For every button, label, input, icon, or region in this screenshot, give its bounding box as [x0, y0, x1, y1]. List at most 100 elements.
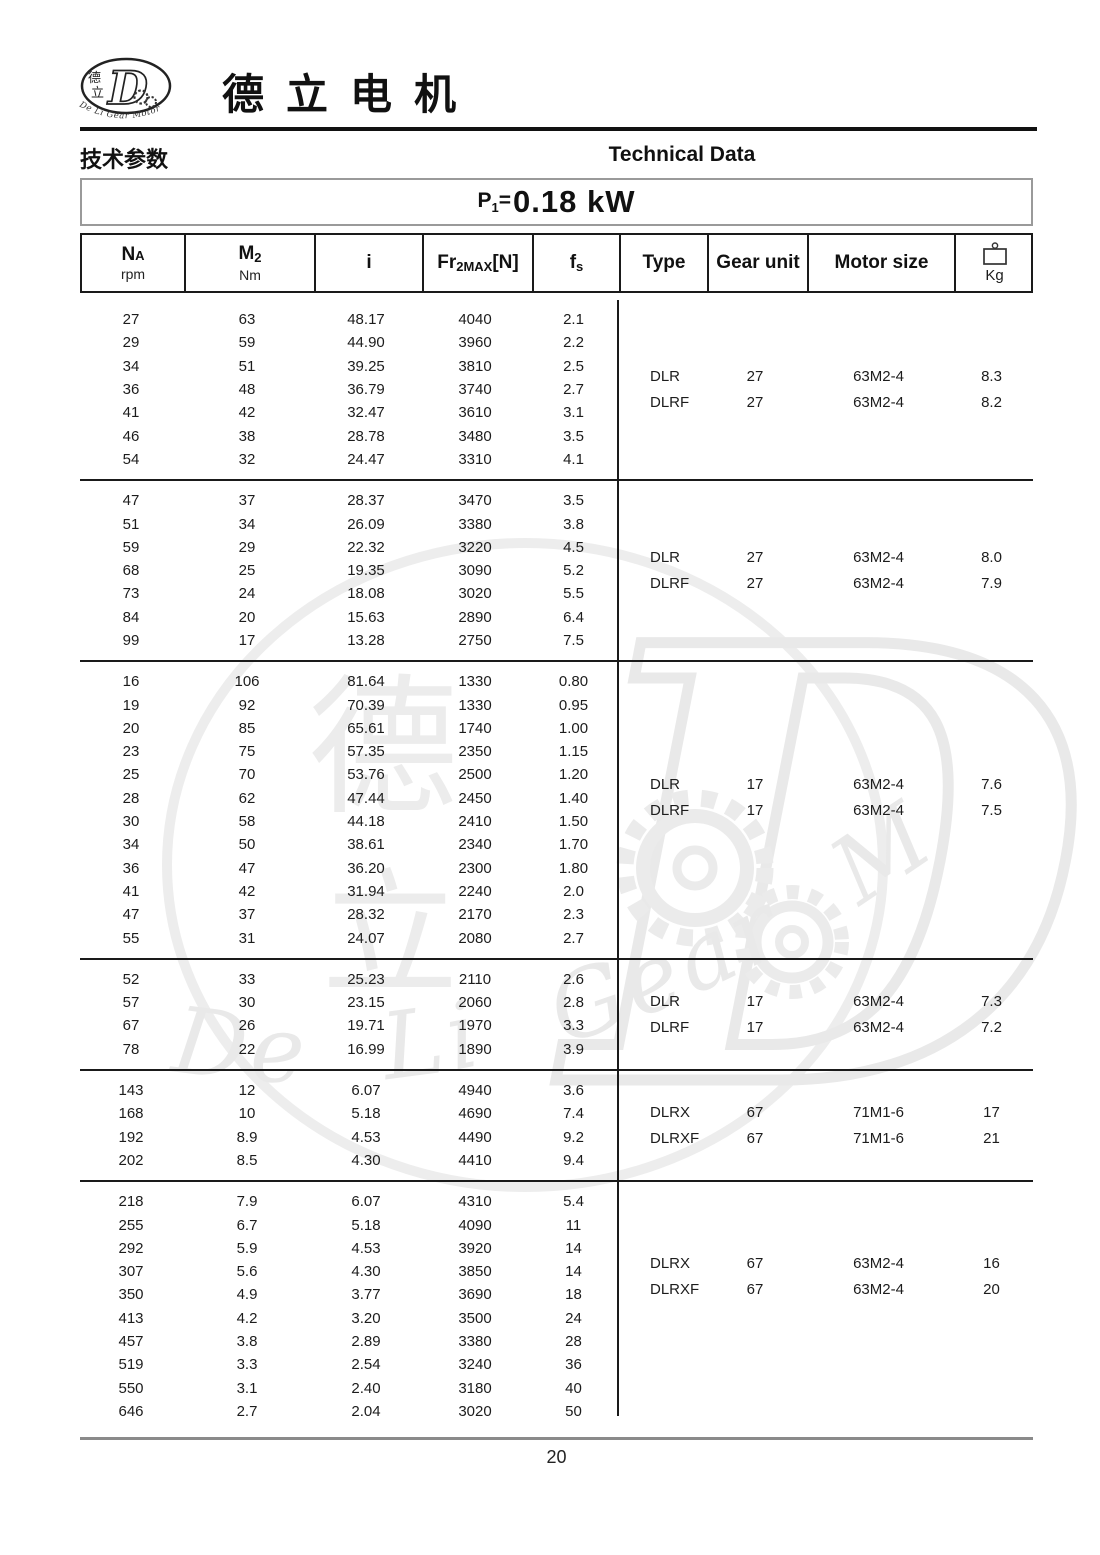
data-cell: 18.08 [347, 585, 385, 603]
data-cell: 25.23 [347, 970, 385, 988]
variant-motor: 63M2-4 [853, 394, 904, 412]
data-cell: 2080 [458, 929, 492, 947]
data-cell: 92 [238, 696, 256, 714]
power-rating-banner: P1= 0.18 kW [80, 178, 1033, 226]
variant-info: DLR 27 63M2-4 8.3 DLRF 27 63M2-4 8.2 [619, 364, 1033, 416]
data-cell: 31 [238, 929, 256, 947]
data-cell: 5.4 [563, 1193, 584, 1211]
data-cell: 2.1 [563, 311, 584, 329]
weight-unit-label: Kg [985, 266, 1004, 284]
data-cell: 2890 [458, 608, 492, 626]
data-cell: 3610 [458, 404, 492, 422]
data-cell: 3960 [458, 334, 492, 352]
data-cell: 1740 [458, 719, 492, 737]
data-cell: 1330 [458, 696, 492, 714]
data-row: 41 42 31.94 2240 2.0 [80, 880, 617, 903]
data-cell: 3180 [458, 1379, 492, 1397]
data-cell: 3850 [458, 1263, 492, 1281]
data-cell: 32 [238, 450, 256, 468]
data-cell: 3020 [458, 585, 492, 603]
data-cell: 28.32 [347, 906, 385, 924]
variant-motor: 63M2-4 [853, 802, 904, 820]
data-cell: 73 [122, 585, 140, 603]
data-cell: 2340 [458, 836, 492, 854]
variant-kg: 7.2 [981, 1018, 1002, 1036]
group-data-rows: 218 7.9 6.07 4310 5.4 255 6.7 5.18 4090 11 292 5.9 4… [80, 1190, 617, 1423]
data-cell: 10 [238, 1105, 256, 1123]
data-cell: 192 [118, 1128, 144, 1146]
variant-line: DLRF 17 63M2-4 7.5 [619, 798, 1033, 824]
logo-letter-d: D [106, 61, 148, 115]
variant-type: DLRXF [650, 1130, 700, 1147]
data-cell: 9.4 [563, 1151, 584, 1169]
data-row: 457 3.8 2.89 3380 28 [80, 1330, 617, 1353]
data-cell: 4.30 [351, 1151, 381, 1169]
data-cell: 37 [238, 492, 256, 510]
data-cell: 12 [238, 1082, 256, 1100]
data-cell: 202 [118, 1151, 144, 1169]
data-cell: 48 [238, 381, 256, 399]
group-data-rows: 16 106 81.64 1330 0.80 19 92 70.39 1330 0.95 20 85 6… [80, 670, 617, 950]
data-cell: 7.9 [236, 1193, 258, 1211]
data-cell: 3.3 [236, 1356, 258, 1374]
data-cell: 8.9 [236, 1128, 258, 1146]
data-cell: 2.2 [563, 334, 584, 352]
data-cell: 5.18 [351, 1216, 381, 1234]
data-cell: 5.6 [236, 1263, 258, 1281]
variant-gear: 67 [746, 1130, 764, 1147]
data-cell: 5.9 [236, 1239, 258, 1257]
data-row: 307 5.6 4.30 3850 14 [80, 1260, 617, 1283]
data-cell: 14 [565, 1239, 582, 1257]
data-cell: 7.5 [563, 632, 584, 649]
variant-motor: 63M2-4 [853, 549, 904, 567]
data-cell: 25 [122, 766, 140, 784]
data-cell: 85 [238, 719, 256, 737]
data-cell: 2.54 [351, 1356, 381, 1374]
data-row: 143 12 6.07 4940 3.6 [80, 1079, 617, 1102]
variant-kg: 8.0 [981, 549, 1002, 567]
data-cell: 33 [238, 970, 256, 988]
data-row: 54 32 24.47 3310 4.1 [80, 448, 617, 471]
data-cell: 2.7 [236, 1402, 258, 1420]
data-cell: 55 [122, 929, 140, 947]
data-cell: 2300 [458, 859, 492, 877]
data-cell: 62 [238, 789, 256, 807]
data-cell: 41 [122, 882, 140, 900]
variant-gear: 27 [746, 394, 764, 412]
data-row: 27 63 48.17 4040 2.1 [80, 308, 617, 331]
data-cell: 3.6 [563, 1082, 584, 1100]
data-row: 99 17 13.28 2750 7.5 [80, 629, 617, 652]
data-cell: 646 [118, 1402, 144, 1420]
data-row: 23 75 57.35 2350 1.15 [80, 740, 617, 763]
variant-line: DLRXF 67 63M2-4 20 [619, 1277, 1033, 1303]
data-cell: 1.40 [558, 789, 589, 807]
data-row: 57 30 23.15 2060 2.8 [80, 991, 617, 1014]
data-cell: 3740 [458, 381, 492, 399]
data-cell: 106 [234, 673, 260, 691]
data-cell: 3690 [458, 1286, 492, 1304]
data-cell: 42 [238, 882, 256, 900]
group-data-rows: 47 37 28.37 3470 3.5 51 34 26.09 3380 3.8 59 29 22.3… [80, 489, 617, 652]
variant-kg: 20 [983, 1281, 1000, 1299]
data-row: 413 4.2 3.20 3500 24 [80, 1307, 617, 1330]
data-cell: 34 [238, 515, 256, 533]
data-cell: 24.07 [347, 929, 385, 947]
variant-line: DLR 27 63M2-4 8.3 [619, 364, 1033, 390]
col-header-ratio: i [314, 235, 422, 291]
variant-motor: 63M2-4 [853, 776, 904, 794]
data-cell: 29 [238, 538, 256, 556]
data-cell: 9.2 [563, 1128, 584, 1146]
variant-type: DLRX [650, 1255, 691, 1273]
data-cell: 4.30 [351, 1263, 381, 1281]
data-cell: 23.15 [347, 994, 385, 1012]
variant-gear: 17 [746, 992, 764, 1010]
group-data-rows: 143 12 6.07 4940 3.6 168 10 5.18 4690 7.4 192 8.9 4.… [80, 1079, 617, 1172]
section-title-row: 技术参数 Technical Data [80, 142, 1033, 172]
data-cell: 6.07 [351, 1082, 381, 1100]
group-data-rows: 27 63 48.17 4040 2.1 29 59 44.90 3960 2.2 34 51 39.2… [80, 308, 617, 471]
data-cell: 1.80 [558, 859, 589, 877]
data-cell: 2.04 [351, 1402, 381, 1420]
data-cell: 2.89 [351, 1333, 381, 1351]
table-group-1: 27 63 48.17 4040 2.1 29 59 44.90 3960 2.2 34 51 39.2… [80, 300, 1033, 482]
data-cell: 23 [122, 743, 140, 761]
